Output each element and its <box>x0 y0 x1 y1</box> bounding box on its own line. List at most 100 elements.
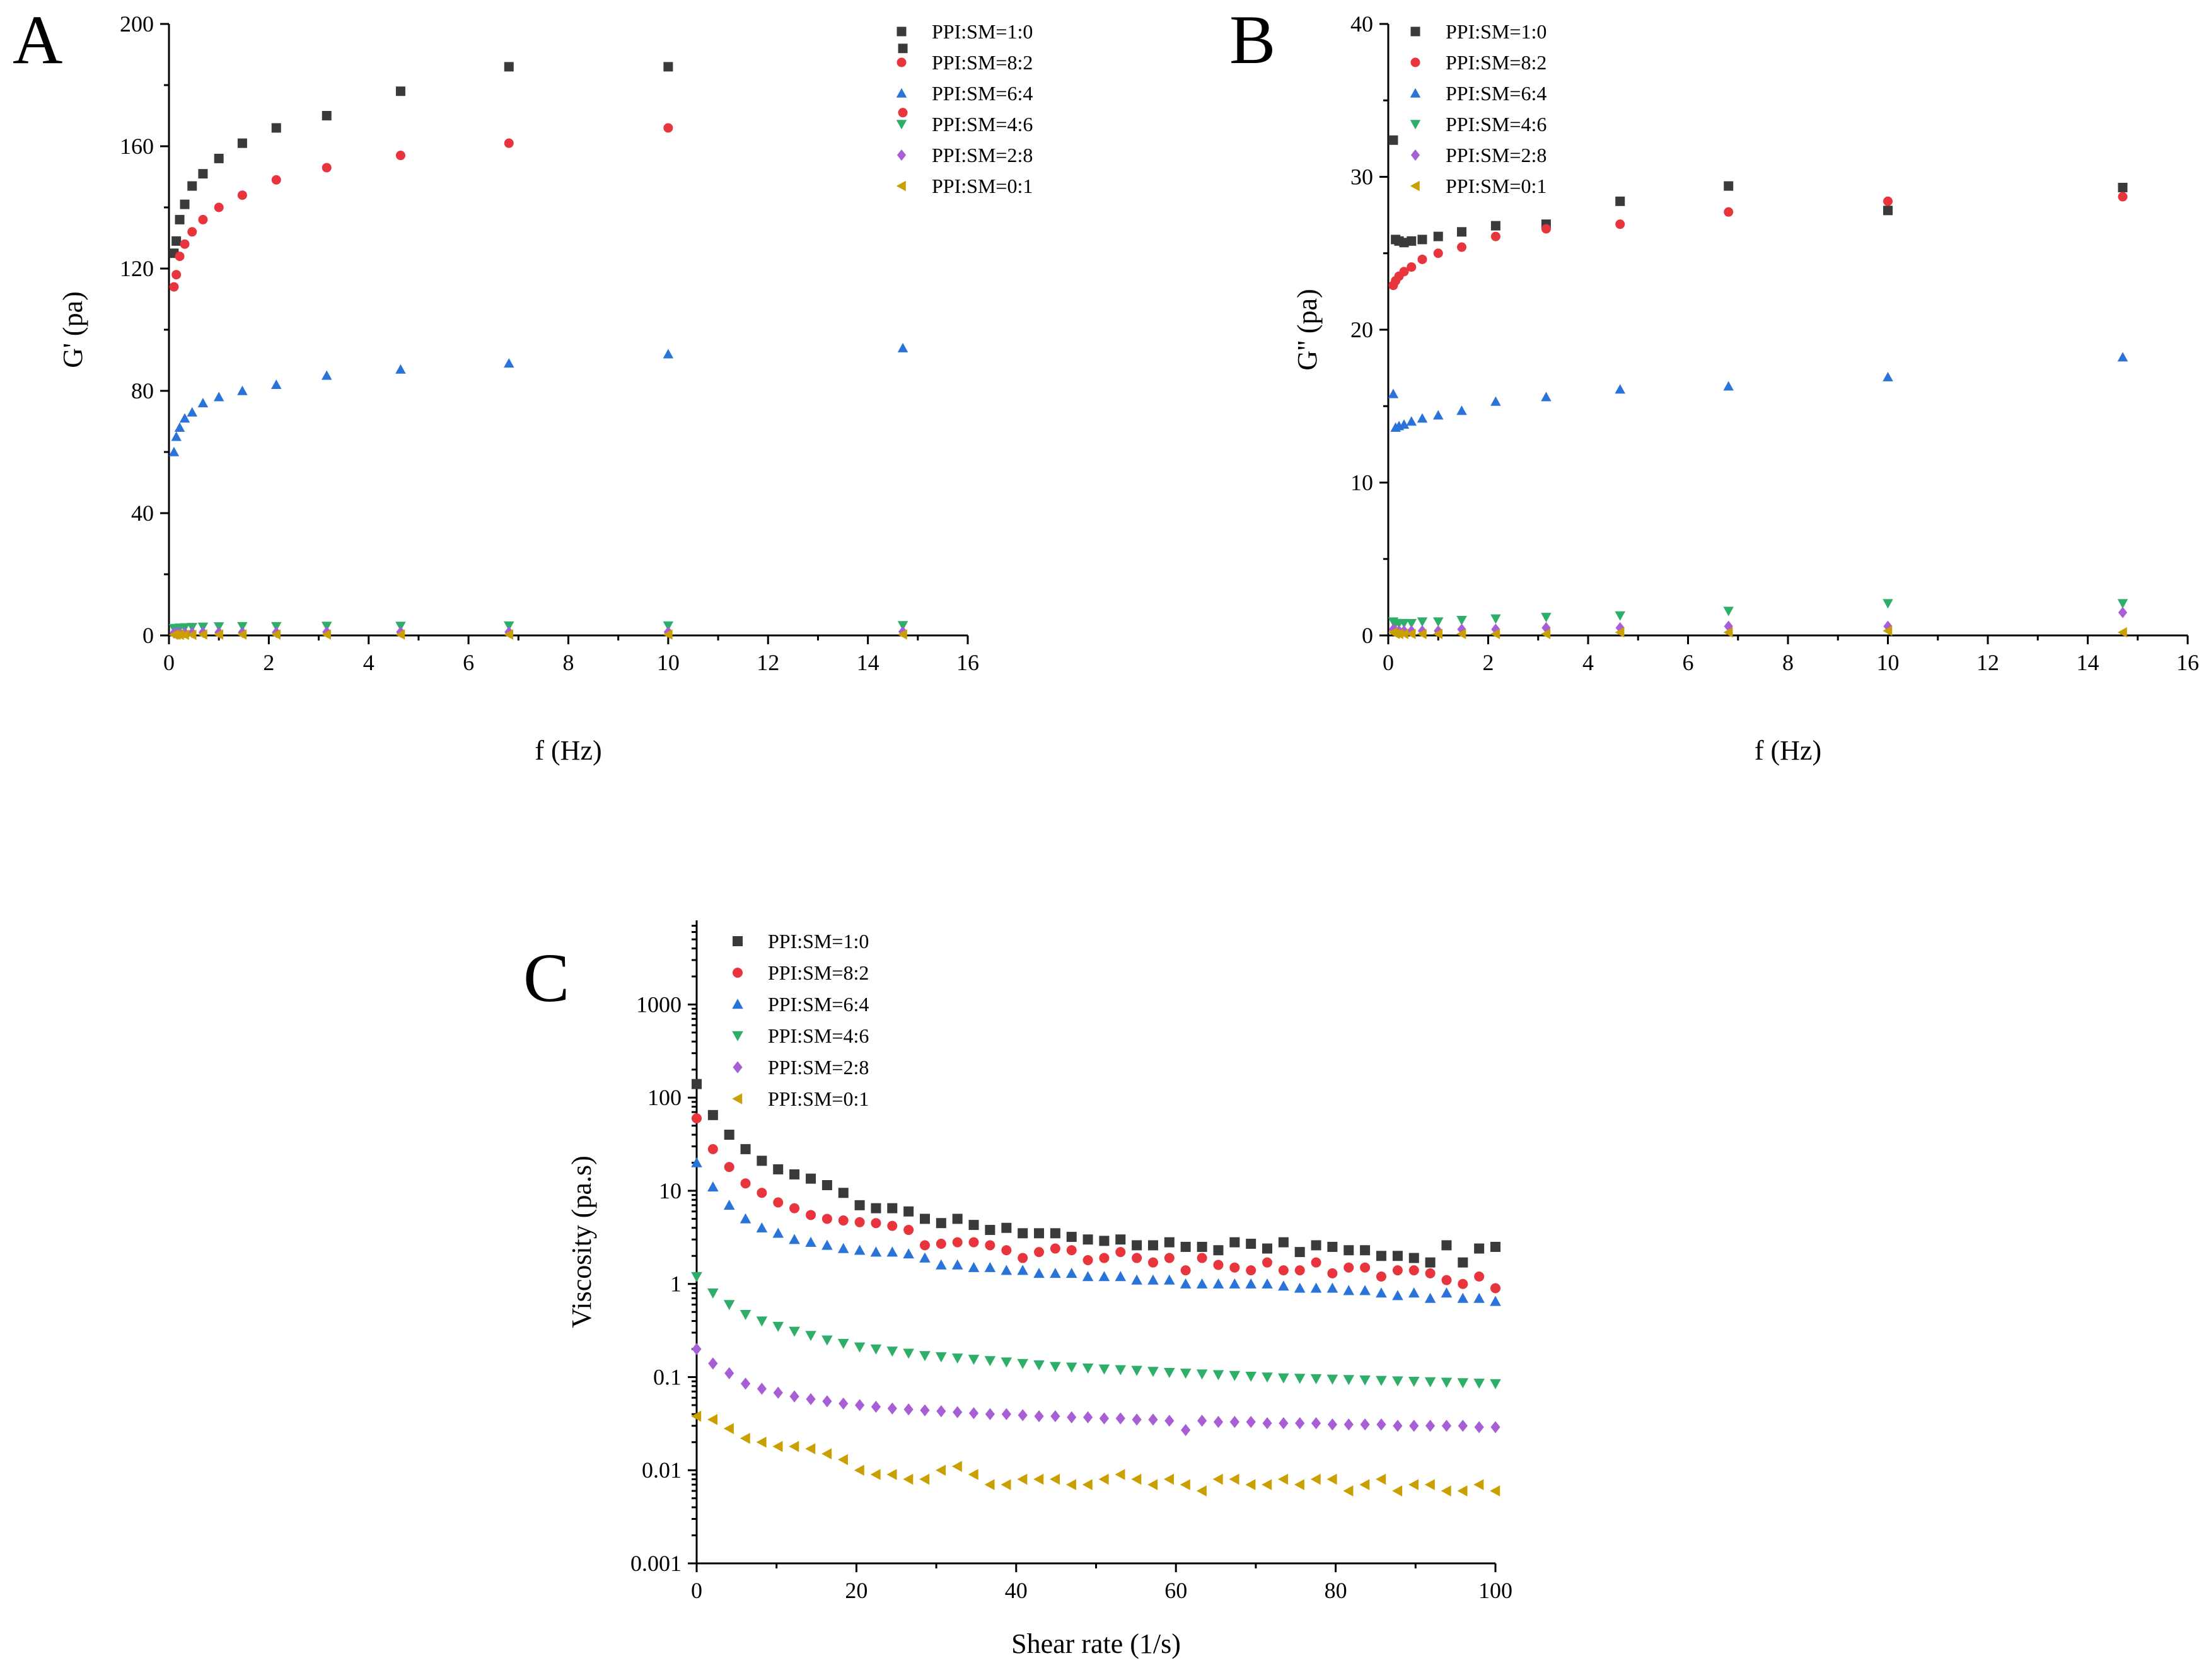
data-point <box>870 1344 882 1355</box>
data-point <box>757 1188 767 1198</box>
data-point <box>395 364 406 374</box>
data-point <box>707 1414 718 1425</box>
x-tick-label: 4 <box>363 650 374 675</box>
data-point <box>1406 629 1416 639</box>
legend-marker <box>733 968 743 978</box>
data-point <box>1066 1232 1077 1243</box>
data-point <box>805 1443 816 1454</box>
legend-label: PPI:SM=1:0 <box>932 20 1033 43</box>
data-point <box>919 1351 931 1362</box>
panel-letter-b: B <box>1229 1 1275 78</box>
x-tick-label: 0 <box>163 650 175 675</box>
data-point <box>740 1178 751 1189</box>
panel-letter-c: C <box>523 939 569 1016</box>
data-point <box>1441 1287 1453 1298</box>
data-point <box>237 190 247 200</box>
data-point <box>1433 248 1443 258</box>
data-point <box>1541 613 1552 623</box>
data-point <box>919 1252 931 1263</box>
x-tick-label: 12 <box>757 650 779 675</box>
data-point <box>1246 1238 1256 1249</box>
data-point <box>1050 1362 1061 1372</box>
data-point <box>1050 1243 1060 1254</box>
data-point <box>1541 629 1551 639</box>
data-point <box>1425 1420 1436 1432</box>
legend-marker <box>1410 57 1420 67</box>
data-point <box>936 1405 946 1418</box>
data-point <box>1147 1479 1158 1490</box>
data-point <box>1376 1251 1386 1261</box>
data-point <box>870 1469 881 1480</box>
data-point <box>789 1169 800 1179</box>
data-point <box>214 202 224 212</box>
data-point <box>1615 611 1625 621</box>
data-point <box>395 86 405 96</box>
data-point <box>773 1164 784 1174</box>
data-point <box>1082 1479 1093 1490</box>
data-point <box>806 1210 816 1220</box>
data-point <box>1398 629 1408 639</box>
series-2 <box>169 108 908 292</box>
data-point <box>1327 1268 1338 1278</box>
data-point <box>1490 231 1500 241</box>
data-point <box>271 175 281 185</box>
data-point <box>903 1348 914 1359</box>
data-point <box>1197 1241 1207 1252</box>
data-point <box>1197 1415 1207 1427</box>
data-point <box>663 123 673 133</box>
series-3 <box>1388 352 2128 432</box>
data-point <box>1406 618 1417 629</box>
data-point <box>1115 1469 1125 1480</box>
data-point <box>1408 1265 1419 1276</box>
data-point <box>168 446 180 456</box>
data-point <box>1115 1412 1125 1425</box>
data-point <box>271 379 282 390</box>
data-point <box>1245 1278 1256 1289</box>
data-point <box>1398 419 1410 429</box>
panel-c: C 0 20 40 60 80 100 0.001 0.01 0.1 1 10 100 1000 Shear… <box>523 920 1512 1659</box>
y-tick-label: 0 <box>1362 623 1373 648</box>
data-point <box>1433 231 1443 241</box>
data-point <box>707 1181 719 1192</box>
legend-marker <box>732 1031 743 1041</box>
data-point <box>1262 1372 1273 1383</box>
data-point <box>839 1397 849 1410</box>
series-6 <box>168 629 907 640</box>
data-point <box>1098 1364 1110 1375</box>
data-point <box>887 1402 897 1415</box>
data-point <box>1148 1413 1158 1426</box>
data-point <box>1360 1245 1371 1256</box>
data-point <box>1392 1265 1403 1276</box>
data-point <box>871 1400 881 1413</box>
legend-marker <box>732 1093 743 1104</box>
x-tick-label: 100 <box>1478 1578 1512 1603</box>
data-point <box>1541 391 1552 402</box>
data-point <box>179 413 190 423</box>
data-point <box>805 1236 816 1247</box>
data-point <box>724 1367 734 1379</box>
data-point <box>740 1377 751 1390</box>
series-2 <box>692 1113 1500 1294</box>
data-point <box>1164 1415 1175 1427</box>
data-point <box>504 629 514 640</box>
data-point <box>1082 1411 1093 1423</box>
data-point <box>772 1321 784 1332</box>
data-point <box>773 1197 784 1208</box>
data-point <box>984 1356 996 1367</box>
data-point <box>1327 1418 1338 1431</box>
data-point <box>1724 181 1734 191</box>
panel-b: B 0 2 4 6 8 10 12 14 16 0 10 20 30 40 f (Hz) G'' (pa) PPI… <box>1229 1 2199 766</box>
data-point <box>1001 1479 1011 1490</box>
data-point <box>1246 1265 1256 1276</box>
x-axis-title: f (Hz) <box>535 735 601 766</box>
data-point <box>2118 606 2128 618</box>
data-point <box>1067 1411 1077 1423</box>
series-1 <box>692 1079 1500 1268</box>
data-point <box>2117 352 2128 362</box>
data-point <box>1474 1272 1485 1282</box>
data-point <box>903 1206 914 1217</box>
data-point <box>1262 1479 1272 1490</box>
data-point <box>1164 1473 1175 1485</box>
data-point <box>936 1464 946 1476</box>
data-point <box>1294 1265 1305 1276</box>
